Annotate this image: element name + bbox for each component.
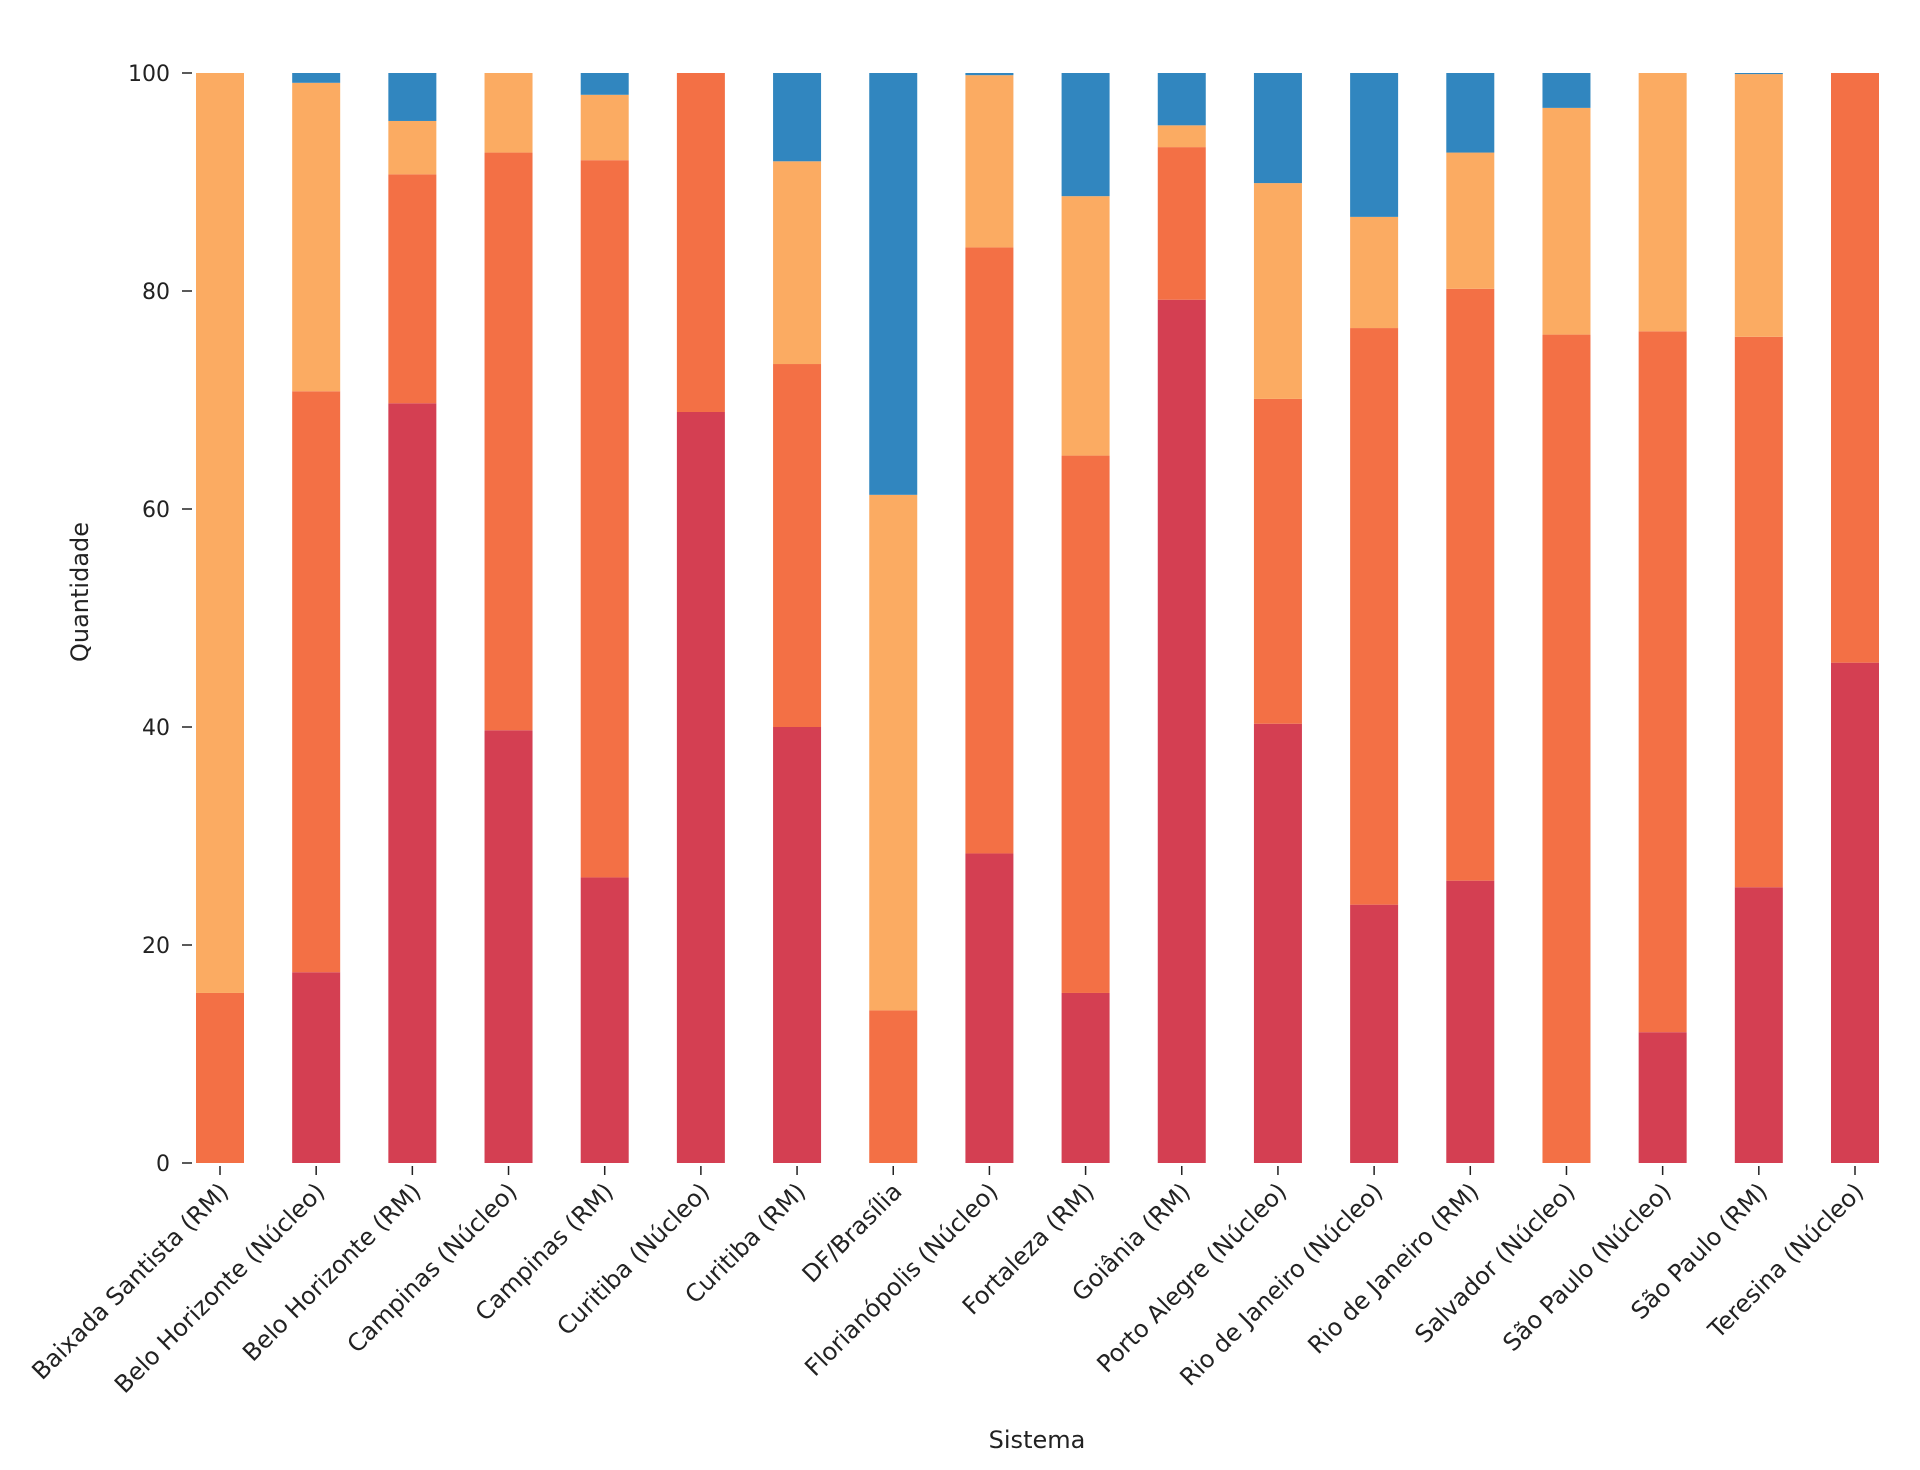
bar-segment-17-series-3 bbox=[1734, 74, 1783, 337]
x-tick-label-3: Belo Horizonte (RM) bbox=[237, 1177, 426, 1366]
bars-layer bbox=[196, 73, 1879, 1164]
bar-segment-6-series-1 bbox=[676, 411, 725, 1163]
bar-segment-5-series-3 bbox=[580, 94, 629, 161]
bar-segment-11-series-3 bbox=[1157, 125, 1206, 148]
bar-segment-15-series-3 bbox=[1542, 107, 1591, 335]
bar-segment-12-series-1 bbox=[1253, 723, 1302, 1163]
bar-segment-18-series-2 bbox=[1831, 73, 1879, 663]
bar-segment-2-series-1 bbox=[292, 972, 341, 1163]
bar-segment-9-series-2 bbox=[965, 247, 1014, 854]
bar-segment-15-series-4 bbox=[1542, 73, 1591, 108]
bar-segment-3-series-3 bbox=[388, 120, 437, 175]
bar-segment-5-series-4 bbox=[580, 73, 629, 95]
bar-segment-6-series-2 bbox=[676, 73, 725, 412]
y-tick-label-80: 80 bbox=[142, 280, 170, 305]
bar-segment-1-series-3 bbox=[196, 73, 244, 993]
bar-segment-14-series-3 bbox=[1446, 152, 1495, 289]
bar-segment-8-series-4 bbox=[869, 73, 918, 495]
bar-segment-10-series-3 bbox=[1061, 196, 1110, 456]
bar-segment-8-series-3 bbox=[869, 494, 918, 1011]
y-tick-label-0: 0 bbox=[156, 1152, 170, 1177]
x-tick-label-14: Rio de Janeiro (RM) bbox=[1302, 1177, 1484, 1359]
bar-segment-13-series-4 bbox=[1350, 73, 1399, 217]
bar-segment-16-series-2 bbox=[1638, 331, 1687, 1033]
x-tick-label-12: Porto Alegre (Núcleo) bbox=[1091, 1177, 1292, 1378]
bar-segment-7-series-1 bbox=[773, 727, 822, 1163]
y-tick-label-20: 20 bbox=[142, 934, 170, 959]
bar-segment-4-series-3 bbox=[484, 73, 533, 153]
bar-segment-7-series-2 bbox=[773, 364, 822, 727]
bar-segment-12-series-3 bbox=[1253, 183, 1302, 399]
bar-segment-7-series-4 bbox=[773, 73, 822, 162]
y-tick-label-40: 40 bbox=[142, 716, 170, 741]
bar-segment-14-series-2 bbox=[1446, 288, 1495, 881]
bar-segment-11-series-4 bbox=[1157, 73, 1206, 126]
bar-segment-3-series-2 bbox=[388, 174, 437, 404]
x-tick-label-16: São Paulo (Núcleo) bbox=[1497, 1177, 1676, 1356]
bar-segment-4-series-1 bbox=[484, 730, 533, 1163]
bar-segment-17-series-1 bbox=[1734, 887, 1783, 1163]
bar-segment-16-series-1 bbox=[1638, 1032, 1687, 1163]
bar-segment-11-series-2 bbox=[1157, 147, 1206, 300]
bar-segment-2-series-4 bbox=[292, 73, 341, 83]
bar-segment-5-series-2 bbox=[580, 160, 629, 878]
bar-segment-13-series-2 bbox=[1350, 328, 1399, 905]
bar-segment-13-series-3 bbox=[1350, 216, 1399, 329]
bar-segment-10-series-2 bbox=[1061, 455, 1110, 993]
bar-segment-2-series-3 bbox=[292, 82, 341, 392]
bar-segment-17-series-2 bbox=[1734, 336, 1783, 888]
y-axis-title: Quantidade bbox=[66, 522, 94, 662]
bar-segment-3-series-4 bbox=[388, 73, 437, 121]
y-tick-label-60: 60 bbox=[142, 498, 170, 523]
x-tick-label-1: Baixada Santista (RM) bbox=[26, 1177, 234, 1385]
bar-segment-3-series-1 bbox=[388, 403, 437, 1163]
y-tick-label-100: 100 bbox=[128, 62, 170, 87]
bar-segment-13-series-1 bbox=[1350, 904, 1399, 1163]
bar-segment-9-series-4 bbox=[965, 73, 1014, 76]
x-tick-label-9: Florianópolis (Núcleo) bbox=[799, 1177, 1003, 1381]
bar-segment-5-series-1 bbox=[580, 877, 629, 1163]
bar-segment-15-series-2 bbox=[1542, 334, 1591, 1164]
bar-segment-7-series-3 bbox=[773, 161, 822, 365]
bar-segment-17-series-4 bbox=[1734, 73, 1783, 75]
bar-segment-1-series-2 bbox=[196, 992, 244, 1163]
bar-segment-12-series-2 bbox=[1253, 398, 1302, 724]
x-tick-label-15: Salvador (Núcleo) bbox=[1409, 1177, 1580, 1348]
bar-segment-11-series-1 bbox=[1157, 299, 1206, 1164]
bar-segment-4-series-2 bbox=[484, 152, 533, 731]
bar-segment-10-series-4 bbox=[1061, 73, 1110, 197]
bar-segment-9-series-1 bbox=[965, 853, 1014, 1163]
bar-segment-14-series-1 bbox=[1446, 880, 1495, 1163]
bar-segment-9-series-3 bbox=[965, 75, 1014, 248]
x-axis-title: Sistema bbox=[989, 1426, 1086, 1454]
x-tick-label-4: Campinas (Núcleo) bbox=[342, 1177, 523, 1358]
bar-segment-14-series-4 bbox=[1446, 73, 1495, 153]
bar-segment-16-series-3 bbox=[1638, 73, 1687, 332]
bar-segment-12-series-4 bbox=[1253, 73, 1302, 184]
bar-segment-8-series-2 bbox=[869, 1010, 918, 1163]
bar-segment-10-series-1 bbox=[1061, 992, 1110, 1163]
bar-segment-18-series-1 bbox=[1831, 662, 1879, 1163]
x-tick-label-13: Rio de Janeiro (Núcleo) bbox=[1174, 1177, 1388, 1391]
bar-segment-2-series-2 bbox=[292, 391, 341, 973]
